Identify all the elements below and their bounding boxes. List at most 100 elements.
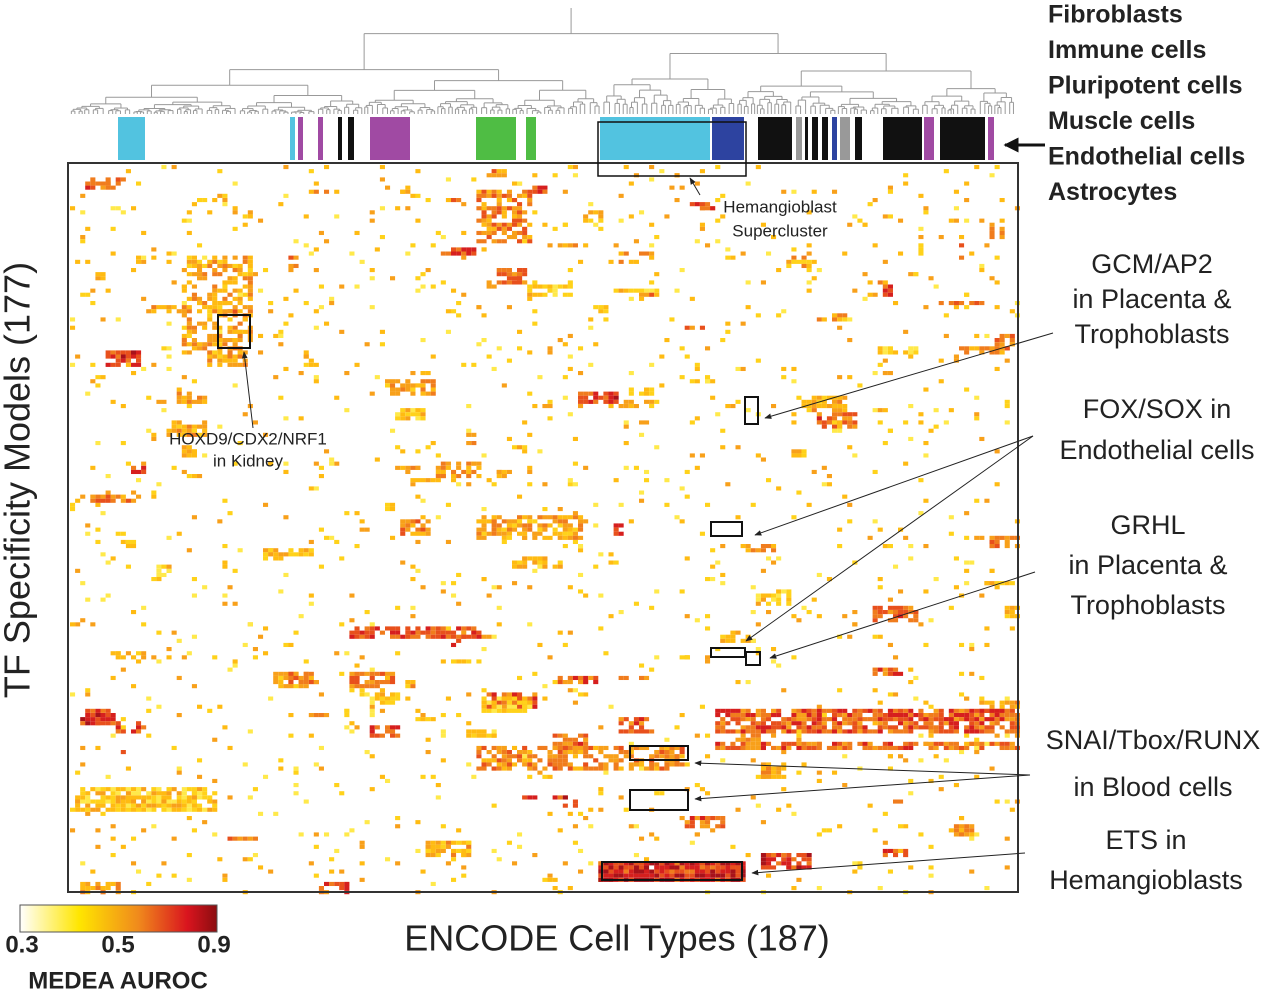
heat-cell [547, 754, 553, 759]
heat-cell [242, 272, 248, 277]
heat-cell [80, 193, 86, 198]
heat-cell [898, 713, 904, 718]
heat-cell [390, 507, 396, 512]
heat-cell [410, 634, 416, 639]
heat-cell [532, 556, 538, 561]
heat-cell [512, 181, 518, 186]
heat-cell [740, 251, 746, 256]
heat-cell [791, 655, 797, 660]
heat-cell [578, 572, 584, 578]
heat-cell [918, 251, 924, 256]
heat-cell [136, 651, 142, 656]
heat-cell [395, 696, 401, 701]
heat-cell [537, 185, 543, 190]
heat-cell [928, 865, 934, 870]
heat-cell [313, 325, 319, 330]
heat-cell [395, 391, 401, 396]
heat-cell [395, 630, 401, 635]
heat-cell [293, 671, 299, 676]
heat-cell [1004, 733, 1010, 738]
heat-cell [720, 708, 726, 713]
heat-cell [948, 729, 954, 734]
heat-cell [852, 861, 858, 866]
heat-cell [893, 848, 899, 854]
heat-cell [186, 424, 192, 429]
heat-cell [1004, 420, 1010, 425]
heat-cell [395, 733, 401, 738]
heat-cell [760, 725, 766, 730]
heat-cell [598, 305, 604, 310]
heat-cell [476, 189, 482, 194]
heat-cell [745, 305, 751, 310]
heat-cell [689, 296, 695, 301]
heat-cell [242, 350, 248, 355]
heat-cell [923, 453, 929, 458]
heat-cell [522, 700, 528, 705]
heat-cell [369, 704, 375, 709]
heat-cell [679, 713, 685, 718]
heat-cell [517, 832, 523, 837]
heat-cell [517, 202, 523, 207]
heat-cell [639, 717, 645, 722]
heat-cell [618, 869, 624, 874]
heat-cell [862, 745, 868, 751]
heat-cell [948, 605, 954, 610]
heat-cell [669, 869, 675, 874]
heat-cell [745, 548, 751, 553]
heat-cell [877, 610, 883, 615]
heat-cell [161, 861, 167, 866]
heat-cell [506, 226, 512, 231]
heat-cell [557, 745, 563, 751]
heat-cell [105, 787, 111, 792]
heat-cell [964, 511, 970, 516]
heat-cell [593, 222, 599, 227]
heat-cell [517, 445, 523, 450]
heat-cell [857, 717, 863, 722]
heat-cell [872, 671, 878, 676]
heat-cell [395, 651, 401, 656]
heat-cell [644, 729, 650, 734]
heat-cell [151, 436, 157, 442]
heat-cell [125, 766, 131, 771]
heat-cell [349, 618, 355, 623]
heat-cell [562, 544, 568, 549]
heat-cell [527, 432, 533, 437]
heat-cell [867, 202, 873, 207]
heat-cell [100, 791, 106, 796]
heat-cell [623, 404, 629, 409]
heat-cell [974, 412, 980, 417]
heat-cell [649, 288, 655, 293]
heat-cell [120, 717, 126, 722]
heat-cell [420, 272, 426, 277]
heat-cell [715, 816, 721, 821]
heat-cell [410, 482, 416, 487]
heat-cell [649, 251, 655, 256]
heat-cell [105, 177, 111, 182]
heat-cell [583, 680, 589, 685]
heat-cell [481, 704, 487, 709]
heat-cell [628, 387, 634, 392]
heat-cell [85, 881, 91, 887]
heat-cell [181, 284, 187, 289]
heat-cell [567, 333, 573, 339]
heat-cell [481, 647, 487, 652]
heat-cell [598, 791, 604, 796]
heat-cell [887, 692, 893, 697]
heat-cell [755, 733, 761, 738]
heat-cell [816, 572, 822, 578]
heat-cell [959, 255, 965, 260]
heat-cell [618, 610, 624, 615]
heat-cell [974, 741, 980, 746]
heat-cell [705, 655, 711, 660]
heat-cell [420, 371, 426, 376]
heat-cell [176, 791, 182, 796]
heat-cell [918, 226, 924, 231]
heat-cell [705, 379, 711, 384]
heat-cell [227, 511, 233, 516]
heat-cell [166, 251, 172, 256]
heat-cell [837, 544, 843, 549]
heat-cell [522, 531, 528, 536]
heat-cell [613, 762, 619, 767]
heat-cell [984, 708, 990, 713]
heat-cell [867, 803, 873, 808]
